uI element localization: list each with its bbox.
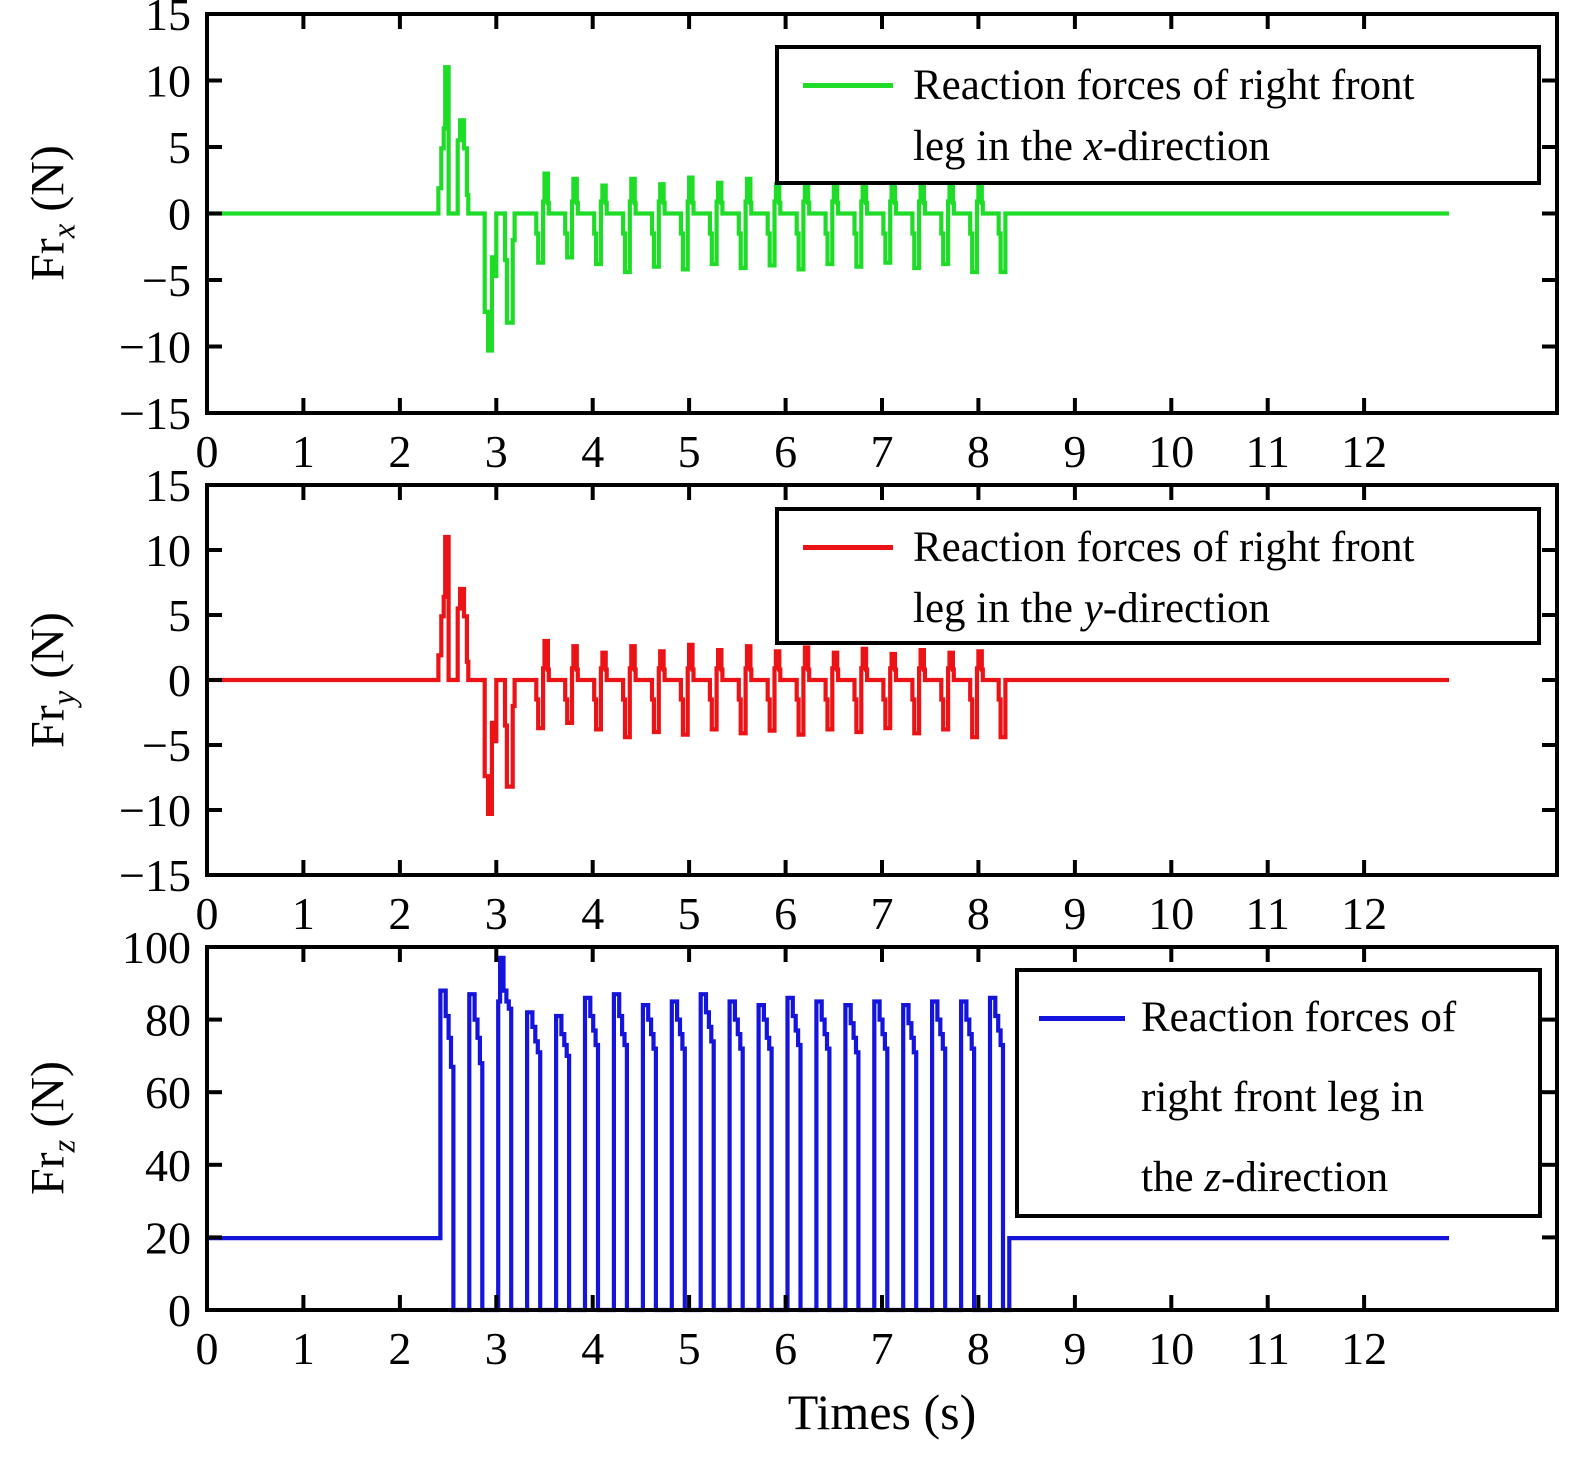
x-tick-label: 5	[678, 888, 701, 939]
legend-fry: Reaction forces of right front leg in the…	[775, 507, 1541, 645]
y-tick-label: 5	[168, 122, 191, 173]
x-tick-label: 7	[871, 426, 894, 477]
x-tick-label: 11	[1246, 1323, 1290, 1374]
x-tick-label: 2	[388, 426, 411, 477]
x-tick-label: 7	[871, 888, 894, 939]
y-tick-label: 0	[168, 189, 191, 240]
y-tick-label: 60	[145, 1067, 191, 1118]
x-tick-label: 12	[1341, 888, 1387, 939]
y-tick-label: −10	[119, 322, 191, 373]
y-tick-label: 10	[145, 56, 191, 107]
x-tick-label: 10	[1148, 1323, 1194, 1374]
legend-line-sample-frz	[1039, 1016, 1125, 1021]
x-axis-label: Times (s)	[787, 1384, 977, 1440]
x-tick-label: 10	[1148, 426, 1194, 477]
legend-label-line: Reaction forces of right front	[913, 524, 1415, 571]
legend-label-line: leg in the x-direction	[913, 123, 1271, 170]
x-tick-label: 0	[196, 888, 219, 939]
x-tick-label: 12	[1341, 426, 1387, 477]
x-tick-label: 8	[967, 426, 990, 477]
y-tick-label: 0	[168, 1285, 191, 1336]
y-tick-label: 15	[145, 0, 191, 40]
x-tick-label: 10	[1148, 888, 1194, 939]
y-axis-label-frx: Frx (N)	[21, 145, 83, 281]
y-tick-label: 10	[145, 525, 191, 576]
x-tick-label: 3	[485, 426, 508, 477]
y-tick-label: 80	[145, 995, 191, 1046]
y-tick-label: −5	[142, 720, 191, 771]
legend-label-line: right front leg in	[1141, 1074, 1425, 1121]
x-tick-label: 1	[292, 1323, 315, 1374]
y-tick-label: 0	[168, 655, 191, 706]
x-tick-label: 4	[581, 1323, 604, 1374]
x-tick-label: 5	[678, 1323, 701, 1374]
legend-label-line: leg in the y-direction	[913, 585, 1271, 632]
y-tick-label: −10	[119, 785, 191, 836]
y-tick-label: −5	[142, 255, 191, 306]
x-tick-label: 2	[388, 1323, 411, 1374]
legend-frz: Reaction forces of right front leg in the …	[1015, 968, 1542, 1218]
x-tick-label: 9	[1063, 888, 1086, 939]
y-tick-label: 20	[145, 1212, 191, 1263]
x-tick-label: 3	[485, 888, 508, 939]
x-tick-label: 7	[871, 1323, 894, 1374]
x-tick-label: 1	[292, 888, 315, 939]
legend-line-sample-fry	[803, 545, 893, 550]
series-line-y	[207, 534, 1449, 816]
x-tick-label: 0	[196, 1323, 219, 1374]
x-tick-label: 6	[774, 1323, 797, 1374]
x-tick-label: 1	[292, 426, 315, 477]
x-tick-label: 5	[678, 426, 701, 477]
x-tick-label: 9	[1063, 1323, 1086, 1374]
x-tick-label: 4	[581, 888, 604, 939]
x-tick-label: 12	[1341, 1323, 1387, 1374]
x-tick-label: 9	[1063, 426, 1086, 477]
x-tick-label: 2	[388, 888, 411, 939]
x-tick-label: 4	[581, 426, 604, 477]
legend-label-line: Reaction forces of	[1141, 994, 1457, 1041]
x-tick-label: 6	[774, 888, 797, 939]
legend-label-line: Reaction forces of right front	[913, 62, 1415, 109]
legend-line-sample-frx	[803, 83, 893, 88]
y-axis-label-frz: Frz (N)	[21, 1060, 83, 1196]
y-tick-label: 100	[122, 922, 191, 973]
series-line-x	[207, 65, 1449, 353]
legend-label-line: the z-direction	[1141, 1154, 1389, 1201]
x-tick-label: 3	[485, 1323, 508, 1374]
y-tick-label: −15	[119, 388, 191, 439]
x-tick-label: 11	[1246, 426, 1290, 477]
legend-label-fry: Reaction forces of right front leg in the…	[913, 517, 1415, 639]
y-tick-label: 40	[145, 1140, 191, 1191]
y-tick-label: −15	[119, 850, 191, 901]
legend-frx: Reaction forces of right front leg in the…	[775, 45, 1541, 185]
y-axis-label-fry: Fry (N)	[21, 612, 83, 748]
x-tick-label: 8	[967, 888, 990, 939]
x-tick-label: 8	[967, 1323, 990, 1374]
y-tick-label: 5	[168, 590, 191, 641]
legend-label-frz: Reaction forces of right front leg in the …	[1141, 978, 1456, 1218]
y-tick-label: 15	[145, 460, 191, 511]
x-tick-label: 0	[196, 426, 219, 477]
legend-label-frx: Reaction forces of right front leg in the…	[913, 55, 1415, 177]
x-tick-label: 6	[774, 426, 797, 477]
x-tick-label: 11	[1246, 888, 1290, 939]
